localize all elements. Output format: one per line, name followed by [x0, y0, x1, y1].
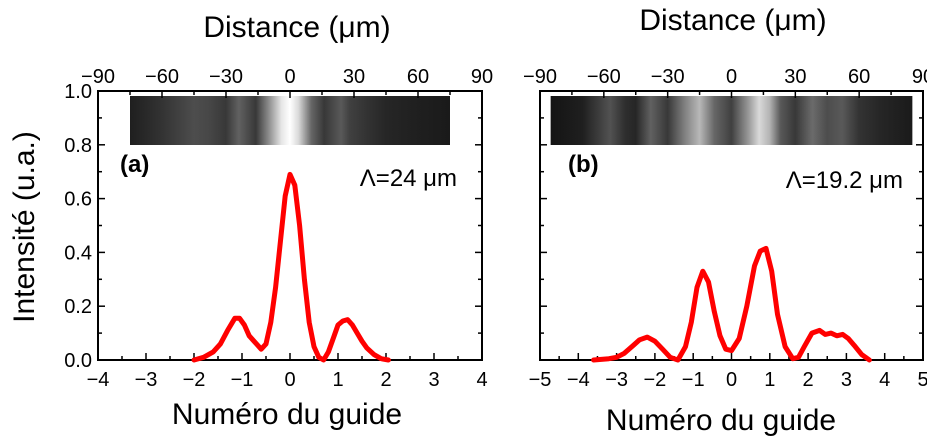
x-tick-label: 0	[726, 369, 737, 391]
y-tick-label: 0.6	[64, 189, 92, 211]
y-tick-label: 0.4	[64, 242, 92, 264]
x-tick-label: 4	[476, 369, 487, 391]
x-tick-label: 2	[380, 369, 391, 391]
x-tick-label: 1	[332, 369, 343, 391]
top-axis-title-b: Distance (μm)	[639, 4, 826, 37]
x-tick-label: 3	[428, 369, 439, 391]
x-tick-label: −2	[183, 369, 206, 391]
top-tick-label: −90	[523, 66, 557, 88]
camera-image-strip-a	[130, 96, 450, 145]
x-tick-labels-a: −4 −3 −2 −1 0 1 2 3 4	[87, 369, 488, 391]
top-tick-labels-a: −90 −60 −30 0 30 60 90	[81, 66, 493, 88]
x-tick-label: 0	[284, 369, 295, 391]
x-axis-title-b: Numéro du guide	[606, 404, 836, 437]
top-tick-label: −60	[587, 66, 621, 88]
y-tick-label: 0.8	[64, 135, 92, 157]
top-tick-label: 0	[284, 66, 295, 88]
top-tick-label: 0	[726, 66, 737, 88]
y-tick-label: 0.2	[64, 296, 92, 318]
annotation-b: Λ=19.2 μm	[786, 167, 903, 194]
x-tick-label: 1	[764, 369, 775, 391]
x-tick-label: −1	[231, 369, 254, 391]
top-tick-label: 90	[912, 66, 927, 88]
series-line-a	[191, 171, 391, 363]
camera-image-strip-b	[550, 96, 913, 145]
top-tick-labels-b: −90 −60 −30 0 30 60 90	[523, 66, 927, 88]
top-tick-label: 30	[784, 66, 806, 88]
y-tick-label: 0.0	[64, 350, 92, 372]
annotation-a: Λ=24 μm	[360, 165, 457, 192]
x-tick-label: −4	[87, 369, 110, 391]
y-axis-title: Intensité (u.a.)	[8, 131, 41, 323]
x-tick-label: 3	[841, 369, 852, 391]
x-tick-label: −4	[567, 369, 590, 391]
y-tick-labels-a: 0.0 0.2 0.4 0.6 0.8 1.0	[64, 81, 92, 372]
axis-ticks-a	[97, 90, 483, 361]
x-tick-label: 5	[917, 369, 927, 391]
panel-a: Distance (μm) −90 −60 −30 0 30 60 90 0.00.20.4…	[64, 11, 493, 431]
axis-ticks-b	[539, 90, 924, 361]
x-tick-label: −2	[643, 369, 666, 391]
y-tick-label: 1.0	[64, 81, 92, 103]
panel-label-b: (b)	[568, 151, 599, 178]
top-axis-title-a: Distance (μm)	[203, 11, 390, 44]
x-tick-label: −3	[605, 369, 628, 391]
x-tick-label: −1	[682, 369, 705, 391]
top-tick-label: 30	[343, 66, 365, 88]
top-tick-label: 90	[471, 66, 493, 88]
x-tick-label: −5	[529, 369, 552, 391]
panel-label-a: (a)	[120, 151, 149, 178]
top-tick-label: 60	[407, 66, 429, 88]
top-tick-label: −30	[651, 66, 685, 88]
top-tick-label: −60	[145, 66, 179, 88]
x-tick-labels-b: −5 −4 −3 −2 −1 0 1 2 3 4 5	[529, 369, 927, 391]
x-tick-label: −3	[135, 369, 158, 391]
x-tick-label: 2	[803, 369, 814, 391]
series-line-b	[591, 245, 872, 363]
top-tick-label: −30	[209, 66, 243, 88]
top-tick-label: 60	[848, 66, 870, 88]
x-tick-label: 4	[879, 369, 890, 391]
x-axis-title-a: Numéro du guide	[172, 398, 402, 431]
top-tick-label: −90	[81, 66, 115, 88]
